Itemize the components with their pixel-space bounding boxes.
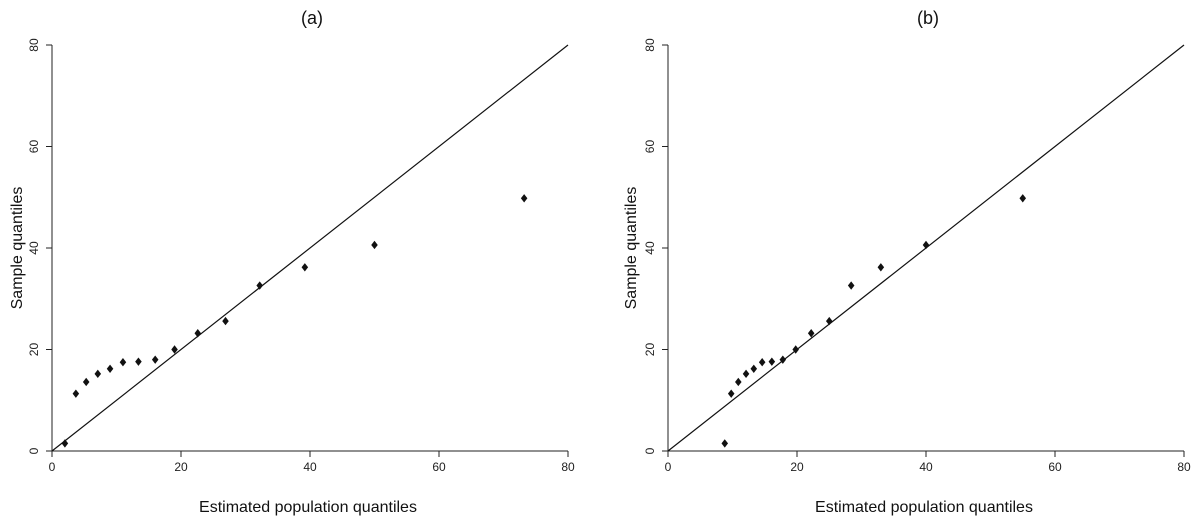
panel-a-data-point bbox=[135, 357, 142, 366]
panel-a-x-tick-label: 40 bbox=[303, 460, 317, 474]
panel-a-data-point bbox=[151, 355, 159, 364]
panel-b-data-point bbox=[758, 357, 766, 367]
panel-a-data-point bbox=[256, 281, 263, 290]
panel-a-x-tick-label: 0 bbox=[49, 460, 56, 474]
panel-a-reference-line bbox=[51, 44, 569, 452]
panel-a: (a) Sample quantiles Estimated populatio… bbox=[9, 8, 575, 516]
panel-a-data-point bbox=[94, 369, 102, 379]
panel-a-data-point bbox=[371, 240, 378, 250]
panel-a-data-point bbox=[119, 357, 127, 367]
panel-a-data-point bbox=[520, 194, 528, 203]
panel-b-data-point bbox=[792, 345, 799, 354]
panel-b-data-point bbox=[721, 439, 729, 448]
panel-b-data-point bbox=[1019, 194, 1027, 203]
panel-a-data-point bbox=[301, 263, 309, 272]
panel-b-y-axis-label: Sample quantiles bbox=[623, 187, 640, 310]
panel-b-data-point bbox=[847, 281, 855, 290]
panel-a-y-tick-label: 0 bbox=[27, 447, 41, 454]
panel-b-x-tick-label: 60 bbox=[1048, 460, 1062, 474]
panel-a-x-tick-label: 20 bbox=[174, 460, 188, 474]
panel-a-x-tick-label: 60 bbox=[432, 460, 446, 474]
panel-a-y-tick-label: 60 bbox=[27, 140, 41, 154]
panel-b-y-tick-label: 20 bbox=[643, 343, 657, 357]
panel-a-y-tick-label: 40 bbox=[27, 241, 41, 255]
panel-b-data-point bbox=[922, 240, 930, 250]
panel-b-y-tick-label: 60 bbox=[643, 140, 657, 154]
panel-b-x-tick-label: 80 bbox=[1177, 460, 1191, 474]
panel-b-x-tick-label: 0 bbox=[665, 460, 672, 474]
panel-b-plot-area: 0 20 40 60 80 0 20 40 60 80 bbox=[643, 38, 1191, 474]
panel-a-y-tick-label: 80 bbox=[27, 38, 41, 52]
panel-a-x-axis-label: Estimated population quantiles bbox=[199, 499, 417, 516]
panel-b-x-tick-label: 20 bbox=[790, 460, 804, 474]
panel-a-title: (a) bbox=[301, 8, 323, 28]
panel-b-data-point bbox=[750, 364, 758, 373]
panel-b-data-point bbox=[877, 263, 885, 272]
panel-a-data-point bbox=[106, 364, 114, 373]
panel-b-data-point bbox=[735, 377, 742, 387]
panel-b-data-point bbox=[768, 357, 776, 366]
panel-b-data-point bbox=[742, 369, 750, 379]
panel-b-y-tick-label: 0 bbox=[643, 447, 657, 454]
panel-a-data-point bbox=[171, 345, 178, 354]
panel-a-data-point bbox=[82, 377, 90, 387]
panel-b-data-point bbox=[807, 329, 815, 338]
panel-b-y-tick-label: 40 bbox=[643, 241, 657, 255]
panel-a-data-point bbox=[72, 389, 80, 398]
panel-b-data-point bbox=[727, 389, 735, 398]
panel-a-x-tick-label: 80 bbox=[561, 460, 575, 474]
panel-a-plot-area: 0 20 40 60 80 0 20 40 60 80 bbox=[27, 38, 575, 474]
panel-b: (b) Sample quantiles Estimated populatio… bbox=[623, 8, 1191, 516]
panel-a-y-tick-label: 20 bbox=[27, 343, 41, 357]
panel-b-x-axis-label: Estimated population quantiles bbox=[815, 499, 1033, 516]
panel-b-title: (b) bbox=[917, 8, 939, 28]
panel-a-data-point bbox=[222, 316, 229, 326]
panel-b-x-tick-label: 40 bbox=[919, 460, 933, 474]
panel-a-y-axis-label: Sample quantiles bbox=[9, 187, 26, 310]
panel-b-y-tick-label: 80 bbox=[643, 38, 657, 52]
panel-b-data-point bbox=[825, 316, 833, 326]
panel-b-data-point bbox=[779, 355, 787, 364]
panel-a-data-point bbox=[194, 329, 202, 338]
panel-a-data-point bbox=[61, 439, 69, 448]
